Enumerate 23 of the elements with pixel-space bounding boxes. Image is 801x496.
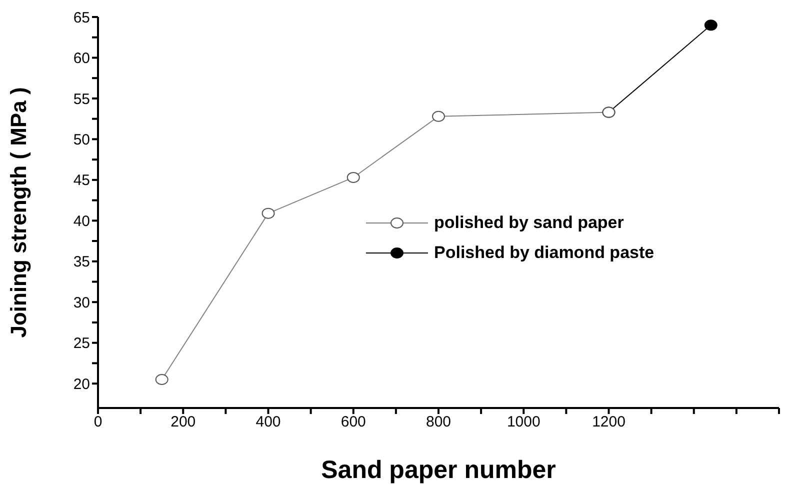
y-tick-label: 60 — [73, 50, 90, 68]
point — [704, 20, 718, 31]
y-tick-label: 65 — [73, 9, 90, 26]
y-tick-label: 25 — [73, 335, 90, 352]
x-tick-label: 0 — [94, 414, 102, 431]
y-axis-title: Joining strength ( MPa ) — [6, 87, 31, 338]
point — [346, 172, 360, 183]
y-tick-label: 40 — [73, 212, 90, 230]
y-tick-label: 55 — [73, 90, 90, 108]
x-axis-title: Sand paper number — [321, 456, 556, 484]
y-tick-label: 35 — [73, 254, 90, 271]
y-tick-label: 50 — [73, 132, 90, 149]
y-tick-label: 20 — [73, 376, 90, 393]
y-tick-label: 30 — [73, 294, 90, 312]
x-tick-label: 200 — [170, 414, 196, 431]
x-tick-label: 1000 — [506, 414, 540, 431]
legend-label: polished by sand paper — [434, 213, 624, 233]
x-tick-label: 800 — [426, 414, 452, 431]
x-tick-label: 400 — [256, 414, 281, 431]
x-tick-label: 1200 — [592, 414, 626, 431]
x-tick-label: 600 — [340, 414, 366, 431]
y-tick-label: 45 — [73, 172, 90, 190]
legend-label: Polished by diamond paste — [434, 243, 654, 263]
